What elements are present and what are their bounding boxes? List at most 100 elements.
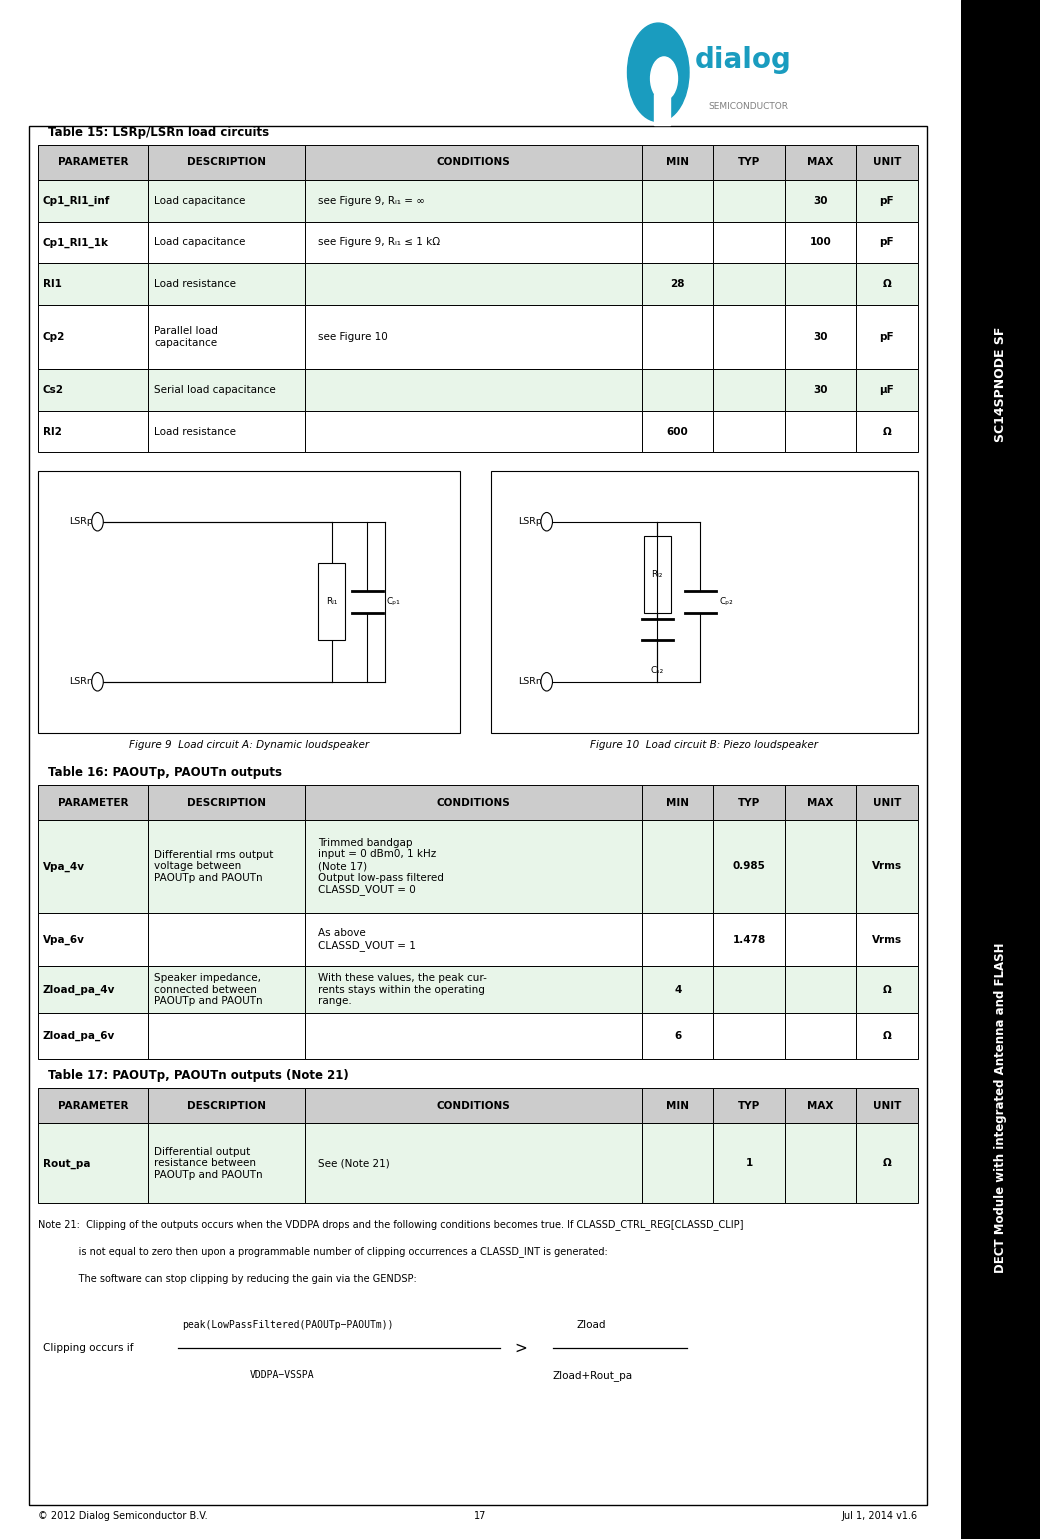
Bar <box>784 263 856 305</box>
Bar <box>38 369 148 411</box>
Text: Differential output
resistance between
PAOUTp and PAOUTn: Differential output resistance between P… <box>154 1147 263 1180</box>
Bar <box>856 180 917 222</box>
Bar <box>856 263 917 305</box>
Text: Table 15: LSRp/LSRn load circuits: Table 15: LSRp/LSRn load circuits <box>48 126 269 139</box>
Bar <box>856 305 917 369</box>
Text: pF: pF <box>880 195 894 206</box>
Bar <box>38 1123 148 1203</box>
Text: Ω: Ω <box>883 279 891 289</box>
Bar <box>642 785 713 820</box>
Bar <box>305 1123 642 1203</box>
Text: Table 16: PAOUTp, PAOUTn outputs: Table 16: PAOUTp, PAOUTn outputs <box>48 766 282 779</box>
Text: Rₗ₁: Rₗ₁ <box>326 597 337 606</box>
Bar <box>642 1088 713 1123</box>
Text: peak(LowPassFiltered(PAOUTp−PAOUTm)): peak(LowPassFiltered(PAOUTp−PAOUTm)) <box>183 1320 394 1330</box>
Bar <box>713 411 784 452</box>
Bar <box>713 785 784 820</box>
Bar <box>148 785 305 820</box>
Bar <box>654 94 670 125</box>
Bar <box>856 913 917 966</box>
Text: LSRp: LSRp <box>69 517 93 526</box>
Text: is not equal to zero then upon a programmable number of clipping occurrences a C: is not equal to zero then upon a program… <box>38 1247 608 1257</box>
Text: >: > <box>514 1340 527 1356</box>
Bar <box>784 411 856 452</box>
Text: 30: 30 <box>813 332 828 342</box>
Text: pF: pF <box>880 332 894 342</box>
Bar <box>644 536 671 613</box>
Text: Zload: Zload <box>576 1320 606 1330</box>
Bar <box>856 369 917 411</box>
Bar <box>38 471 461 733</box>
Bar <box>38 785 148 820</box>
Bar <box>148 913 305 966</box>
Text: Cp1_Rl1_1k: Cp1_Rl1_1k <box>43 237 109 248</box>
Bar <box>856 145 917 180</box>
Bar <box>784 180 856 222</box>
Circle shape <box>541 673 552 691</box>
Text: Load resistance: Load resistance <box>154 426 236 437</box>
Bar <box>305 966 642 1013</box>
Text: 17: 17 <box>474 1511 487 1521</box>
Text: 6: 6 <box>674 1031 681 1040</box>
Bar <box>856 222 917 263</box>
Bar <box>784 966 856 1013</box>
Bar <box>713 1088 784 1123</box>
Bar <box>148 1088 305 1123</box>
Text: MIN: MIN <box>667 797 690 808</box>
Text: MAX: MAX <box>807 1100 833 1111</box>
Text: MAX: MAX <box>807 797 833 808</box>
Text: DECT Module with integrated Antenna and FLASH: DECT Module with integrated Antenna and … <box>994 943 1007 1273</box>
Text: TYP: TYP <box>737 797 760 808</box>
Text: see Figure 10: see Figure 10 <box>318 332 388 342</box>
Bar <box>148 1013 305 1059</box>
Bar <box>784 913 856 966</box>
Bar <box>38 305 148 369</box>
Bar <box>305 913 642 966</box>
Text: Vrms: Vrms <box>872 934 902 945</box>
Text: Figure 9  Load circuit A: Dynamic loudspeaker: Figure 9 Load circuit A: Dynamic loudspe… <box>129 740 369 749</box>
Text: UNIT: UNIT <box>873 1100 901 1111</box>
Bar <box>713 263 784 305</box>
Bar <box>318 563 345 640</box>
Bar <box>148 145 305 180</box>
Text: Load capacitance: Load capacitance <box>154 195 245 206</box>
Bar <box>305 180 642 222</box>
Text: Figure 10  Load circuit B: Piezo loudspeaker: Figure 10 Load circuit B: Piezo loudspea… <box>591 740 818 749</box>
Circle shape <box>92 673 103 691</box>
Text: Ω: Ω <box>883 1031 891 1040</box>
Text: see Figure 9, Rₗ₁ ≤ 1 kΩ: see Figure 9, Rₗ₁ ≤ 1 kΩ <box>318 237 440 248</box>
Circle shape <box>92 512 103 531</box>
Text: UNIT: UNIT <box>873 797 901 808</box>
Text: CONDITIONS: CONDITIONS <box>437 1100 511 1111</box>
Bar <box>642 913 713 966</box>
Bar <box>148 222 305 263</box>
Text: 4: 4 <box>674 985 681 994</box>
Bar <box>148 1123 305 1203</box>
Bar <box>38 913 148 966</box>
Bar <box>148 180 305 222</box>
Bar <box>148 305 305 369</box>
Bar <box>856 785 917 820</box>
Text: DESCRIPTION: DESCRIPTION <box>186 797 265 808</box>
Bar <box>38 222 148 263</box>
Bar <box>784 1013 856 1059</box>
Bar <box>29 126 928 1505</box>
Text: PARAMETER: PARAMETER <box>58 797 128 808</box>
Text: As above
CLASSD_VOUT = 1: As above CLASSD_VOUT = 1 <box>318 928 416 951</box>
Text: Cₛ₂: Cₛ₂ <box>651 666 664 676</box>
Text: Cp2: Cp2 <box>43 332 66 342</box>
Bar <box>305 369 642 411</box>
Bar <box>784 1123 856 1203</box>
Bar <box>38 180 148 222</box>
Text: CONDITIONS: CONDITIONS <box>437 797 511 808</box>
Bar <box>305 411 642 452</box>
Bar <box>856 820 917 913</box>
Text: Ω: Ω <box>883 985 891 994</box>
Bar <box>642 180 713 222</box>
Bar <box>713 145 784 180</box>
Bar <box>642 1123 713 1203</box>
Text: PARAMETER: PARAMETER <box>58 157 128 168</box>
Text: Differential rms output
voltage between
PAOUTp and PAOUTn: Differential rms output voltage between … <box>154 850 274 883</box>
Text: VDDPA−VSSPA: VDDPA−VSSPA <box>250 1370 314 1379</box>
Text: 0.985: 0.985 <box>732 862 765 871</box>
